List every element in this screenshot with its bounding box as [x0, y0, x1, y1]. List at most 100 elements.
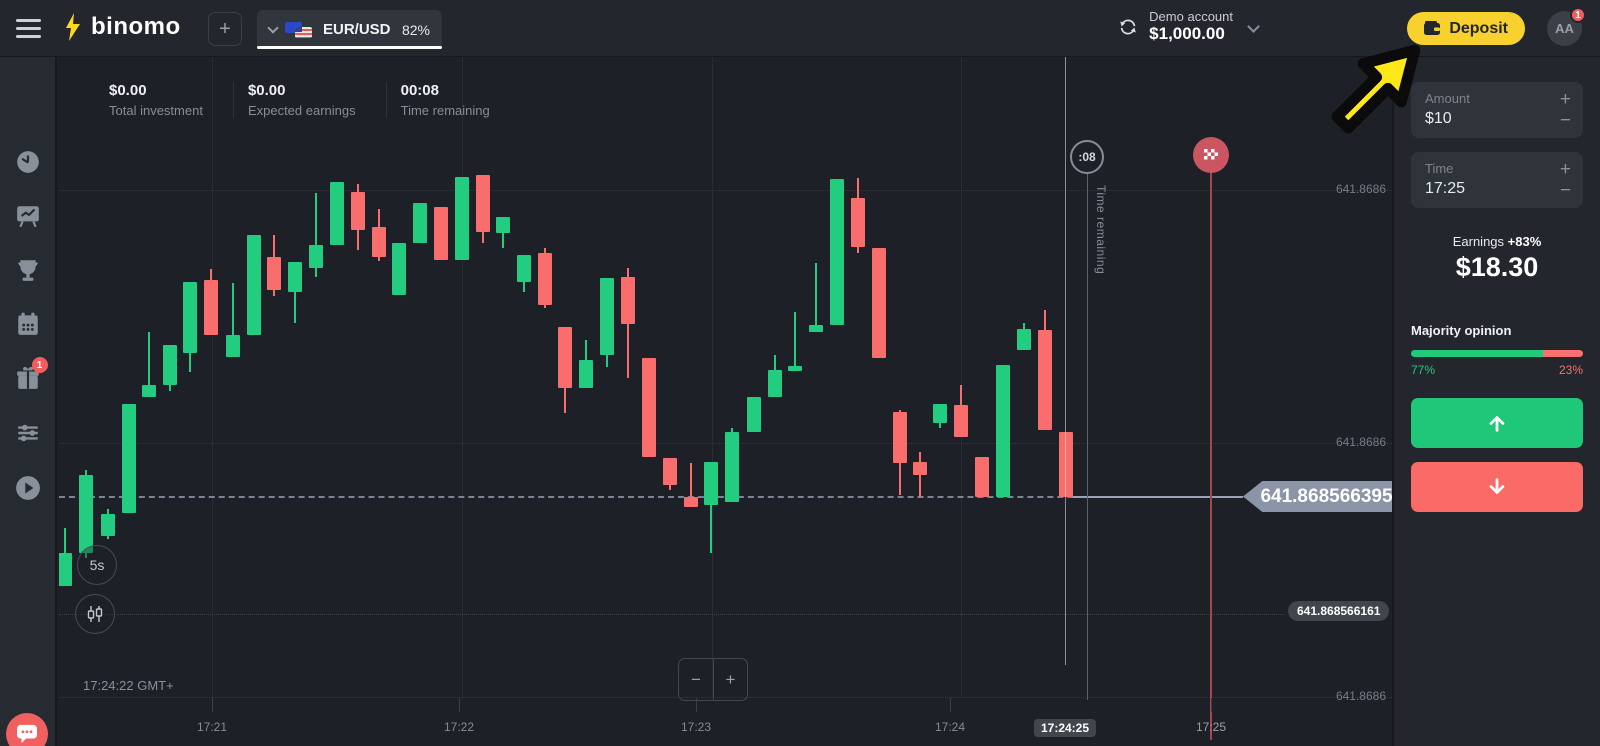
clock-icon	[16, 151, 39, 173]
sidebar-item-tournaments[interactable]	[14, 256, 42, 284]
candle-body	[642, 358, 656, 457]
support-chat-button[interactable]	[6, 713, 48, 746]
amount-value[interactable]: $10	[1425, 110, 1452, 127]
candlestick-type-icon	[87, 606, 103, 622]
time-remaining-caption: Time remaining	[1094, 185, 1108, 275]
time-minus-button[interactable]: −	[1559, 180, 1571, 201]
candle-body	[725, 432, 739, 502]
deposit-label: Deposit	[1449, 19, 1508, 37]
price-axis-label: 641.8686	[1335, 689, 1386, 703]
earnings-label: Earnings	[1452, 234, 1505, 249]
sidebar-item-settings[interactable]	[14, 419, 42, 447]
majority-opinion-bar	[1411, 350, 1583, 357]
candle-body	[122, 404, 136, 513]
sidebar-item-gifts[interactable]: 1	[14, 357, 48, 392]
sidebar-item-trading-history[interactable]	[14, 148, 42, 176]
candle-body	[183, 282, 197, 353]
chevron-down-icon[interactable]	[1247, 20, 1260, 33]
candlestick-chart[interactable]: 641.8686 641.8686 641.8686 641.868566161 17:…	[59, 57, 1392, 746]
time-remaining-label: Time remaining	[400, 103, 490, 118]
deadline-line	[1087, 174, 1088, 700]
majority-up-percent: 77%	[1411, 363, 1436, 377]
candle-body	[830, 179, 844, 325]
candle-wick	[148, 332, 150, 397]
majority-up-segment	[1411, 350, 1544, 357]
zoom-out-button[interactable]: −	[691, 669, 701, 689]
candle-body	[1038, 330, 1052, 430]
avatar[interactable]: AA 1	[1547, 7, 1586, 46]
call-up-button[interactable]	[1411, 398, 1583, 448]
total-investment-value: $0.00	[109, 82, 147, 99]
candle-body	[684, 497, 698, 507]
add-asset-tab-button[interactable]: +	[208, 12, 242, 46]
strike-price-tag: 641.868566161	[1288, 601, 1390, 621]
sidebar-item-strategies[interactable]	[14, 202, 42, 230]
time-axis-label: 17:21	[196, 720, 228, 734]
amount-plus-button[interactable]: +	[1559, 89, 1571, 110]
candle-wick	[815, 263, 817, 332]
time-plus-button[interactable]: +	[1559, 159, 1571, 180]
time-remaining-stat: 00:08 Time remaining	[385, 82, 520, 118]
candle-body	[517, 255, 531, 282]
checkered-flag-icon	[1204, 149, 1218, 160]
price-axis-label: 641.8686	[1335, 182, 1386, 196]
arrow-down-icon	[1489, 478, 1505, 494]
candle-body	[101, 514, 115, 536]
candle-body	[975, 457, 989, 497]
candle-body	[309, 245, 323, 268]
expiry-line	[1210, 172, 1212, 740]
earnings-percent: +83%	[1507, 234, 1542, 249]
current-time-badge: 17:24:25	[1033, 719, 1097, 737]
binomo-bolt-icon	[66, 13, 80, 41]
wallet-icon	[1424, 21, 1441, 35]
candle-body	[704, 462, 718, 505]
timeframe-button[interactable]: 5s	[77, 545, 117, 585]
put-down-button[interactable]	[1411, 462, 1583, 512]
expected-earnings-stat: $0.00 Expected earnings	[232, 82, 386, 118]
zoom-in-button[interactable]: +	[713, 659, 747, 700]
amount-minus-button[interactable]: −	[1559, 110, 1571, 131]
time-axis-label: 17:24	[934, 720, 966, 734]
zoom-controls: − +	[678, 658, 748, 701]
trade-panel: Amount $10 + − Time 17:25 + − Earnings +…	[1392, 57, 1600, 746]
candle-body	[434, 207, 448, 260]
time-axis-tick	[459, 698, 460, 712]
trophy-icon	[17, 260, 38, 281]
account-switcher[interactable]: Demo account $1,000.00	[1117, 9, 1260, 44]
time-axis-tick	[696, 698, 697, 712]
total-investment-label: Total investment	[109, 103, 203, 118]
candle-body	[59, 553, 72, 586]
gift-badge: 1	[31, 357, 48, 373]
time-axis-label: 17:22	[443, 720, 475, 734]
time-value[interactable]: 17:25	[1425, 180, 1466, 197]
chevron-down-icon[interactable]	[267, 21, 279, 34]
sidebar-item-tutorials[interactable]	[14, 474, 42, 502]
refresh-icon[interactable]	[1117, 16, 1139, 38]
chart-type-button[interactable]	[75, 594, 115, 634]
amount-label: Amount	[1425, 91, 1470, 106]
asset-tab-eurusd[interactable]: EUR/USD 82%	[257, 10, 442, 49]
vertical-gridline	[712, 57, 713, 698]
candle-body	[247, 235, 261, 335]
candle-body	[330, 182, 344, 245]
candle-body	[893, 412, 907, 463]
candle-body	[747, 397, 761, 432]
left-sidebar: 1	[0, 57, 57, 746]
hamburger-menu-icon[interactable]	[16, 19, 41, 38]
time-stepper[interactable]: Time 17:25 + −	[1411, 152, 1583, 208]
price-axis-label: 641.8686	[1335, 435, 1386, 449]
chart-clock: 17:24:22 GMT+	[83, 678, 174, 693]
brand-name: binomo	[91, 13, 181, 40]
candle-body	[204, 280, 218, 335]
sidebar-item-events[interactable]	[14, 310, 42, 338]
candle-body	[872, 248, 886, 358]
candle-body	[913, 462, 927, 475]
amount-stepper[interactable]: Amount $10 + −	[1411, 82, 1583, 138]
account-balance: $1,000.00	[1149, 24, 1225, 43]
majority-opinion-label: Majority opinion	[1411, 323, 1512, 338]
candle-body	[579, 360, 593, 388]
time-axis-label: 17:25	[1195, 720, 1227, 734]
candle-body	[954, 405, 968, 437]
deposit-button[interactable]: Deposit	[1407, 12, 1525, 45]
vertical-gridline	[212, 57, 213, 698]
